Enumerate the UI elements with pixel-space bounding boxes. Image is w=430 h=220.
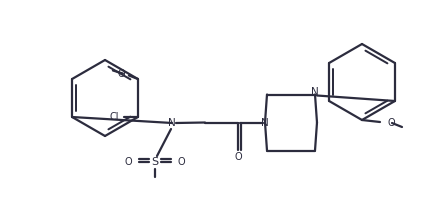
- Text: N: N: [261, 117, 268, 128]
- Text: N: N: [168, 118, 175, 128]
- Text: O: O: [387, 118, 395, 128]
- Text: S: S: [151, 157, 158, 167]
- Text: O: O: [178, 157, 185, 167]
- Text: Cl: Cl: [109, 112, 119, 122]
- Text: O: O: [124, 157, 132, 167]
- Text: O: O: [117, 69, 125, 79]
- Text: O: O: [233, 152, 241, 161]
- Text: N: N: [310, 86, 318, 97]
